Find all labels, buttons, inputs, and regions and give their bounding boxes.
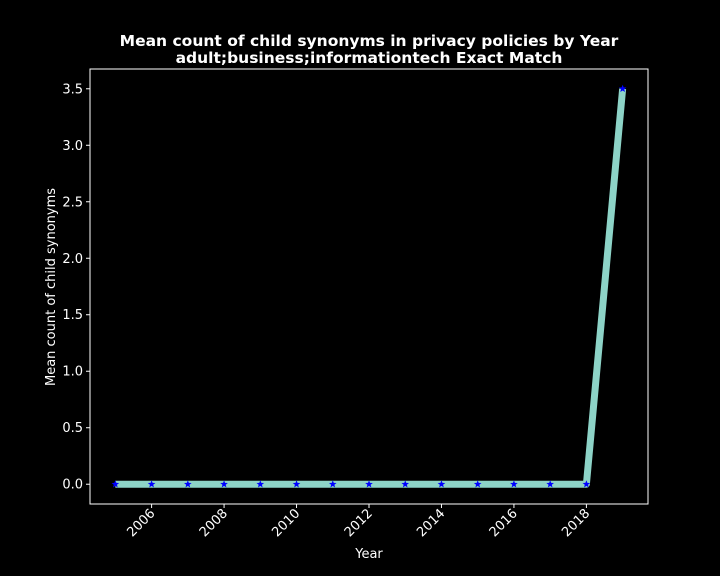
data-point-star bbox=[220, 480, 228, 488]
y-axis-label: Mean count of child synonyms bbox=[44, 188, 59, 386]
x-tick-label: 2018 bbox=[559, 506, 593, 540]
y-tick-label: 3.0 bbox=[62, 139, 83, 154]
chart-title: Mean count of child synonyms in privacy … bbox=[120, 32, 619, 50]
chart-subtitle: adult;business;informationtech Exact Mat… bbox=[176, 49, 563, 67]
series-group bbox=[111, 84, 627, 488]
data-point-star bbox=[292, 480, 301, 488]
y-tick-label: 2.0 bbox=[62, 252, 83, 267]
x-tick-label: 2016 bbox=[487, 506, 521, 540]
data-point-star bbox=[546, 480, 554, 488]
x-tick-label: 2012 bbox=[342, 506, 376, 540]
x-tick-label: 2014 bbox=[414, 506, 448, 540]
x-axis: 2006 2008 2010 2012 2014 2016 2018 bbox=[124, 504, 593, 540]
x-tick-label: 2010 bbox=[269, 506, 303, 540]
data-point-star bbox=[510, 480, 518, 488]
data-point-star bbox=[365, 480, 373, 488]
y-tick-label: 1.5 bbox=[62, 308, 83, 323]
y-axis: 0.0 0.5 1.0 1.5 2.0 2.5 3.0 3.5 bbox=[62, 82, 90, 493]
data-point-star bbox=[184, 480, 192, 488]
data-point-star bbox=[618, 84, 627, 93]
x-tick-label: 2006 bbox=[124, 506, 158, 540]
plot-area bbox=[89, 68, 649, 505]
y-tick-label: 0.5 bbox=[62, 421, 83, 436]
series-line bbox=[115, 88, 627, 488]
y-tick-label: 1.0 bbox=[62, 365, 83, 380]
data-point-star bbox=[328, 480, 337, 488]
data-point-star bbox=[111, 480, 120, 488]
y-tick-label: 3.5 bbox=[62, 82, 83, 97]
data-point-star bbox=[401, 480, 410, 488]
data-point-star bbox=[582, 480, 591, 488]
y-tick-label: 2.5 bbox=[62, 195, 83, 210]
x-tick-label: 2008 bbox=[197, 506, 231, 540]
data-point-star bbox=[473, 480, 482, 488]
y-tick-label: 0.0 bbox=[62, 478, 83, 493]
x-axis-label: Year bbox=[354, 547, 383, 562]
data-point-star bbox=[437, 480, 446, 488]
data-point-star bbox=[256, 480, 265, 488]
data-point-star bbox=[147, 480, 156, 488]
